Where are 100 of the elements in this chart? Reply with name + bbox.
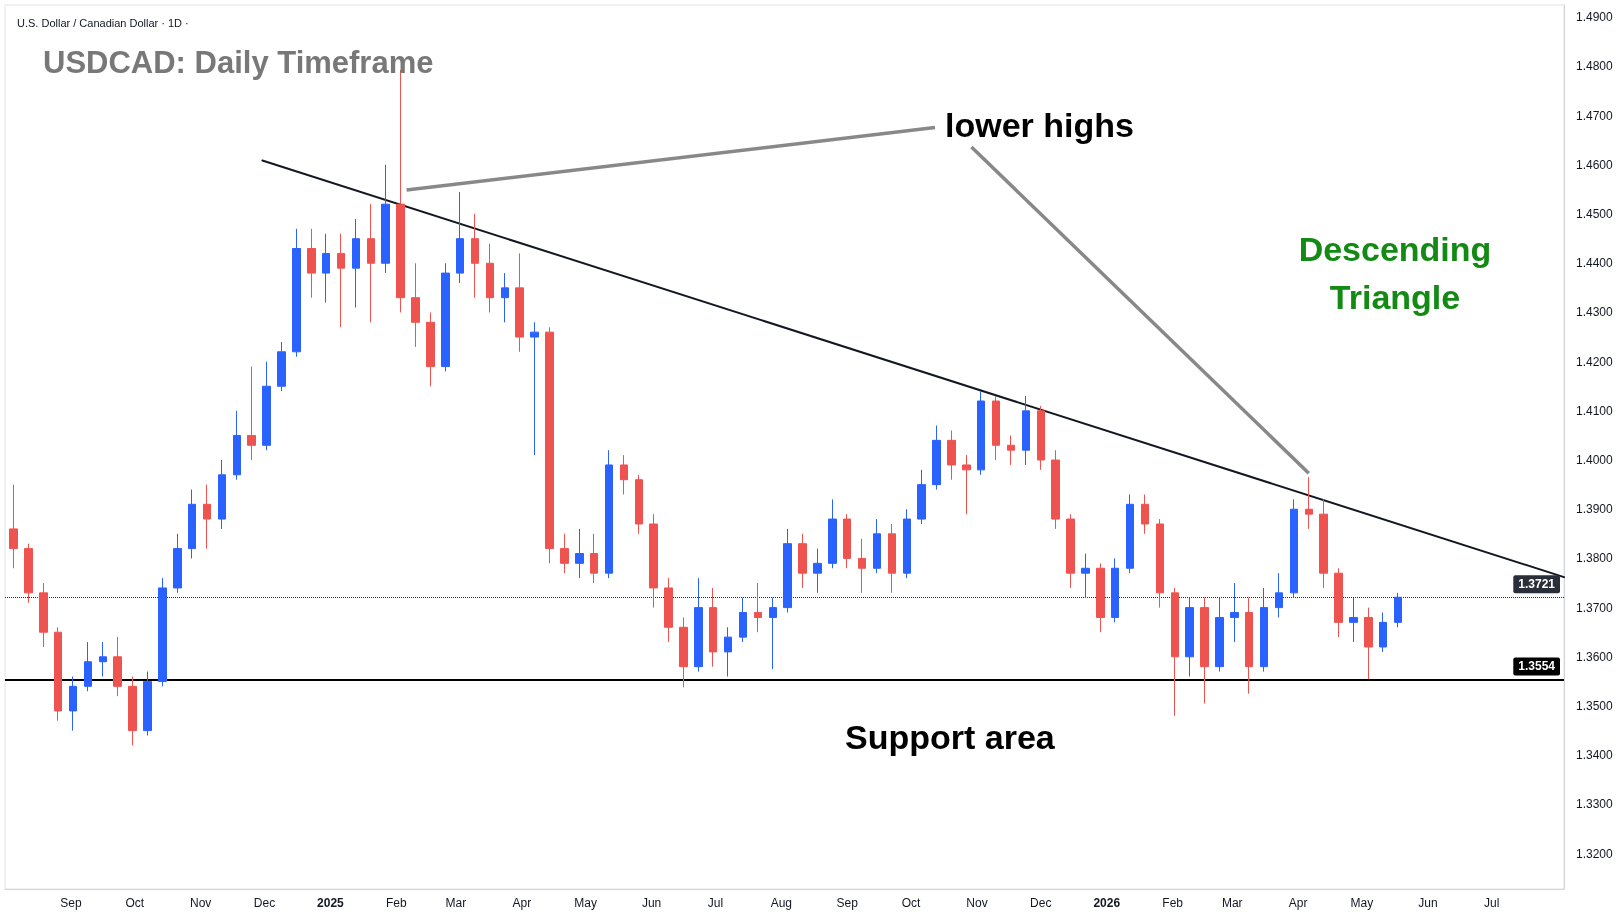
candlestick [679, 616, 688, 688]
text: USDCAD: Daily Timeframe [43, 45, 434, 80]
x-tick-label: Mar [445, 896, 467, 910]
candlestick [1156, 518, 1164, 609]
candlestick [828, 498, 837, 569]
candlestick [1290, 498, 1298, 599]
x-tick-label: Feb [386, 896, 408, 910]
candlestick [188, 489, 196, 559]
x-tick-label: Feb [1162, 896, 1184, 910]
candlestick [99, 641, 107, 677]
candlestick [292, 228, 301, 358]
x-tick-label: Apr [512, 896, 532, 910]
candlestick [471, 213, 479, 299]
y-tick-label: 1.4700 [1576, 108, 1614, 123]
x-tick-label: Jul [707, 896, 724, 910]
candlestick [1305, 476, 1313, 530]
y-tick-label: 1.3200 [1576, 846, 1614, 861]
candlestick [977, 390, 985, 476]
y-tick-label: 1.4600 [1576, 157, 1614, 172]
candlestick [932, 425, 941, 491]
candlestick [381, 164, 390, 274]
candlestick [1215, 597, 1224, 673]
candlestick [158, 577, 167, 687]
candlestick [1200, 597, 1209, 705]
candlestick [1126, 493, 1134, 574]
candlestick [1141, 493, 1149, 535]
x-tick-label: Oct [125, 896, 145, 910]
candlestick [947, 430, 956, 481]
candlestick [620, 454, 628, 495]
candlestick [1111, 557, 1119, 623]
candlestick [1022, 395, 1030, 466]
candlestick [515, 252, 524, 353]
y-tick-label: 1.3600 [1576, 649, 1614, 664]
x-tick-label: Dec [253, 896, 276, 910]
candlestick [39, 582, 48, 648]
candlestick [1066, 513, 1075, 589]
x-tick-label: Nov [966, 896, 988, 910]
candlestick [1096, 562, 1105, 633]
candlestick [1260, 587, 1268, 673]
candlestick [307, 228, 316, 299]
candlestick [262, 361, 271, 451]
candlestick [649, 513, 658, 609]
candlestick [367, 203, 375, 323]
candlestick [769, 597, 777, 670]
x-tick-label: Apr [1288, 896, 1308, 910]
candlestick [1037, 405, 1045, 471]
candlestick [143, 671, 152, 737]
y-tick-label: 1.3500 [1576, 699, 1614, 713]
x-tick-label: Nov [190, 896, 212, 910]
candlestick [54, 626, 62, 722]
candlestick [903, 508, 911, 579]
candlestick [813, 548, 822, 594]
candlestick [858, 538, 866, 594]
candlestick [1349, 597, 1358, 643]
y-tick-label: 1.3800 [1576, 551, 1614, 566]
candlestick [694, 577, 703, 673]
y-tick-label: 1.4000 [1576, 453, 1614, 468]
y-tick-label: 1.3400 [1576, 748, 1614, 763]
y-tick-label: 1.3300 [1576, 797, 1614, 812]
candlestick [1230, 582, 1239, 643]
candlestick [233, 410, 241, 481]
y-tick-label: 1.3900 [1576, 502, 1614, 517]
x-tick-label: Aug [770, 896, 792, 910]
y-tick-label: 1.4300 [1576, 305, 1614, 320]
candlestick [352, 218, 360, 309]
x-tick-label: May [574, 896, 597, 910]
candlestick [337, 233, 345, 328]
x-tick-label: Jun [1418, 896, 1438, 910]
candlestick [664, 577, 673, 643]
candlestick [575, 528, 584, 579]
candlestick [322, 233, 330, 304]
candlestick [1171, 587, 1179, 717]
candlestick [69, 675, 77, 732]
candlestick [486, 243, 494, 313]
candlestick [173, 533, 182, 594]
candlestick [441, 262, 450, 372]
candlestick [798, 533, 807, 589]
candlestick [560, 533, 569, 574]
ref-line-label: 1.3721 [1518, 577, 1556, 592]
candlestick [1275, 572, 1283, 618]
annotation: Descending Triangle [1297, 229, 1493, 318]
x-tick-label: 2026 [1093, 896, 1121, 910]
y-tick-label: 1.4200 [1576, 354, 1614, 369]
candlestick [1081, 553, 1090, 599]
candlestick [24, 543, 33, 604]
candlestick [1319, 498, 1328, 589]
candlestick [1394, 592, 1402, 628]
candlestick [709, 587, 717, 668]
x-tick-label: May [1350, 896, 1374, 910]
y-tick-label: 1.4900 [1576, 10, 1614, 25]
candlestick [218, 459, 226, 530]
candlestick [113, 636, 122, 697]
candlestick [1334, 567, 1343, 638]
candlestick [128, 675, 137, 746]
x-tick-label: Oct [901, 896, 922, 910]
candlestick [739, 597, 747, 643]
candlestick [84, 641, 92, 692]
candlestick [635, 474, 643, 535]
candlestick [590, 533, 598, 584]
candlestick [605, 449, 613, 579]
